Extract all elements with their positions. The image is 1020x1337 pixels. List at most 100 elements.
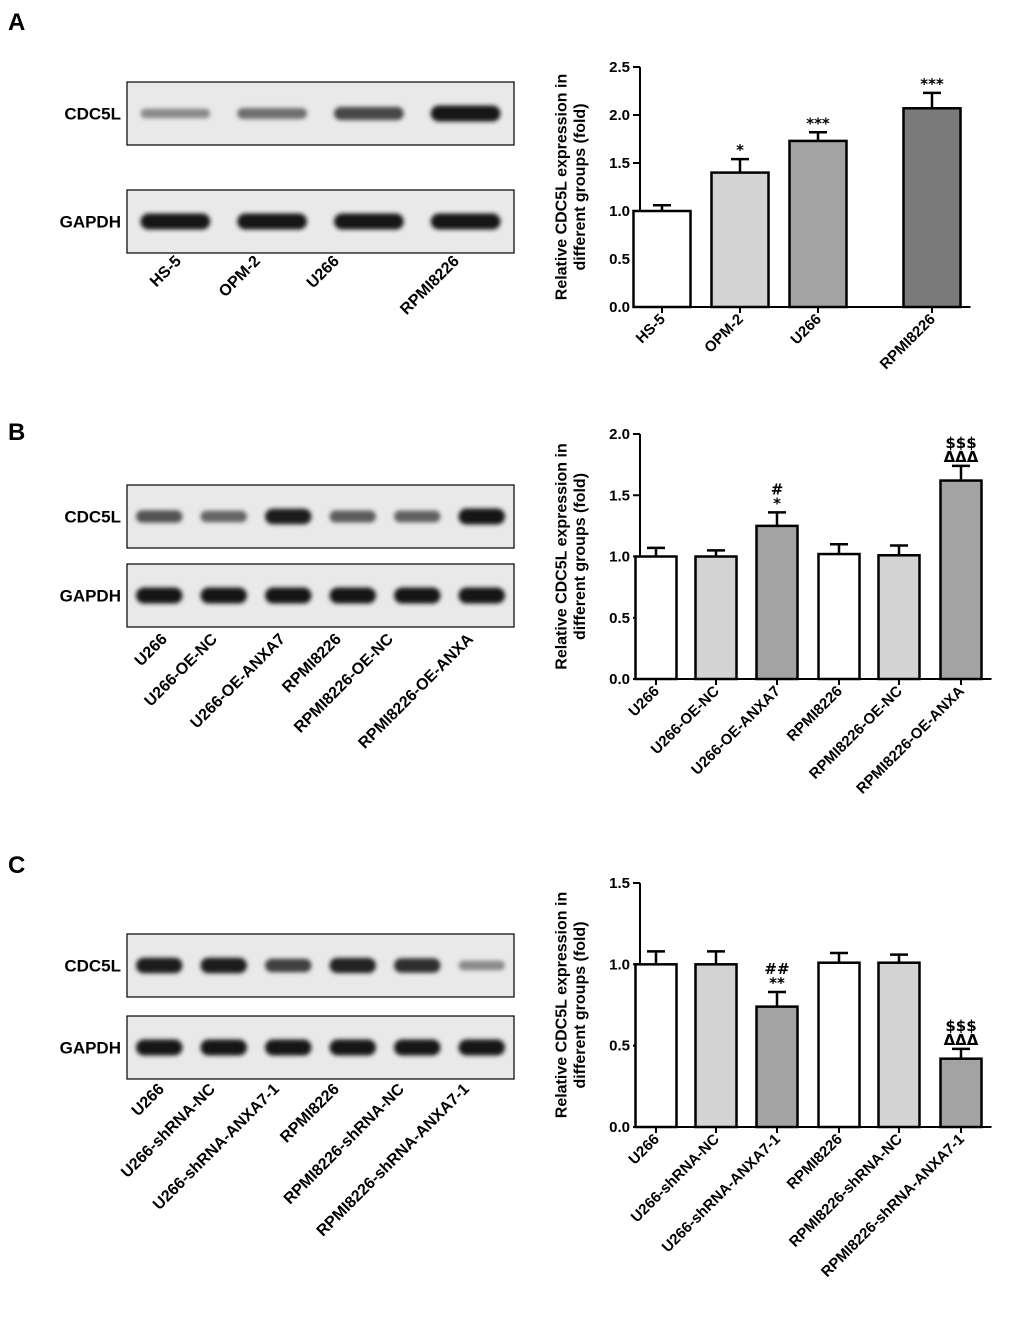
panel-letter: A xyxy=(8,9,25,36)
blot-row-label: CDC5L xyxy=(64,105,121,124)
blot-band xyxy=(394,1039,441,1056)
y-axis-label: Relative CDC5L expression indifferent gr… xyxy=(553,74,588,300)
bar xyxy=(755,1005,799,1129)
blot-band xyxy=(394,958,441,973)
x-tick-label: RPMI8226 xyxy=(784,683,846,745)
y-axis-label-line: different groups (fold) xyxy=(572,921,589,1088)
blot-lane-label: RPMI8226 xyxy=(277,1081,343,1147)
blot-band xyxy=(265,1039,312,1056)
blot-frame-gapdh xyxy=(126,1015,515,1080)
blot-band xyxy=(200,510,247,523)
blot-band xyxy=(265,958,312,973)
x-tick-label: RPMI8226-shRNA-NC xyxy=(786,1131,906,1251)
bar xyxy=(694,555,738,681)
blot-band xyxy=(458,508,505,525)
blot-band xyxy=(394,587,441,604)
bar xyxy=(632,209,692,309)
blot-band xyxy=(136,957,183,974)
blot-band xyxy=(237,213,307,230)
y-tick-label: 1.5 xyxy=(609,875,630,892)
blot-row-label: CDC5L xyxy=(64,508,121,527)
bar xyxy=(634,555,678,681)
bar xyxy=(877,554,921,681)
y-axis-label-line: different groups (fold) xyxy=(572,473,589,640)
x-tick-label: RPMI8226 xyxy=(877,311,939,373)
y-tick-label: 2.5 xyxy=(609,59,630,76)
blot-row-label: GAPDH xyxy=(60,213,121,232)
y-tick-label: 1.5 xyxy=(609,487,630,504)
blot-band xyxy=(329,1039,376,1056)
blot-frame-gapdh xyxy=(126,563,515,628)
blot-band xyxy=(140,213,211,230)
blot-frame-cdc5l xyxy=(126,484,515,549)
blot-band xyxy=(430,105,501,122)
blot-row-label: GAPDH xyxy=(60,587,121,606)
blot-frame-cdc5l xyxy=(126,933,515,998)
panel-b: BCDC5LGAPDHU266U266-OE-NCU266-OE-ANXA7RP… xyxy=(8,419,992,797)
blot-lane-label: U266 xyxy=(132,631,171,670)
blot-band xyxy=(458,1039,505,1056)
blot-band xyxy=(329,510,376,523)
significance-mark: ΔΔΔ xyxy=(944,448,979,466)
blot-band xyxy=(265,587,312,604)
y-axis-label: Relative CDC5L expression indifferent gr… xyxy=(553,892,588,1118)
bar xyxy=(817,552,861,681)
x-tick-label: U266 xyxy=(625,683,662,720)
x-tick-label: U266 xyxy=(625,1131,662,1168)
blot-band xyxy=(329,587,376,604)
blot-lane-label: OPM-2 xyxy=(216,253,264,301)
blot-band xyxy=(334,213,404,230)
blot-band xyxy=(140,108,211,119)
blot-band xyxy=(237,108,307,119)
bar xyxy=(877,961,921,1129)
bar-chart: 0.0 0.5 1.0 1.5 2.0 Relative CDC5L expression… xyxy=(553,426,992,798)
x-tick-label: RPMI8226-OE-ANXA xyxy=(853,683,968,798)
y-tick-label: 2.0 xyxy=(609,107,630,124)
bar xyxy=(939,1057,983,1129)
blot-band xyxy=(200,1039,247,1056)
blot-lane-label: RPMI8226-shRNA-NC xyxy=(281,1080,408,1207)
x-tick-label: RPMI8226 xyxy=(784,1131,846,1193)
x-tick-label: OPM-2 xyxy=(701,311,747,357)
blot-row-label: GAPDH xyxy=(60,1039,121,1058)
y-axis-label-line: Relative CDC5L expression in xyxy=(553,892,570,1118)
blot-lane-label: U266-shRNA-ANXA7-1 xyxy=(150,1081,283,1214)
y-tick-label: 1.0 xyxy=(609,549,630,566)
blot-band xyxy=(136,1039,183,1056)
blot-band xyxy=(265,508,312,525)
y-tick-label: 0.5 xyxy=(609,251,630,268)
blot-lane-label: RPMI8226 xyxy=(397,253,463,319)
blot-band xyxy=(394,510,441,523)
blot-lane-label: HS-5 xyxy=(147,253,185,291)
blot-band xyxy=(329,957,376,974)
significance-mark: ** xyxy=(769,974,785,992)
y-axis-label-line: Relative CDC5L expression in xyxy=(553,74,570,300)
y-tick-label: 0.5 xyxy=(609,610,630,627)
blot-band xyxy=(136,510,183,523)
significance-mark: *** xyxy=(920,75,944,93)
panel-letter: B xyxy=(8,419,25,446)
bar xyxy=(694,963,738,1129)
y-tick-label: 1.5 xyxy=(609,155,630,172)
bar xyxy=(788,139,848,309)
significance-mark: $$$ xyxy=(945,434,976,452)
western-blot: CDC5LGAPDHU266U266-OE-NCU266-OE-ANXA7RPM… xyxy=(60,484,515,752)
x-tick-label: HS-5 xyxy=(633,311,669,347)
y-axis-label: Relative CDC5L expression indifferent gr… xyxy=(553,443,588,669)
blot-lane-label: U266 xyxy=(304,253,343,292)
blot-row-label: CDC5L xyxy=(64,957,121,976)
y-tick-label: 1.0 xyxy=(609,203,630,220)
bar xyxy=(710,171,770,309)
blot-lane-label: U266 xyxy=(129,1081,168,1120)
blot-band xyxy=(458,960,505,971)
significance-mark: $$$ xyxy=(945,1017,976,1035)
bar xyxy=(817,961,861,1129)
significance-mark: * xyxy=(773,494,781,512)
panel-letter: C xyxy=(8,852,25,879)
western-blot: CDC5L GAPDH HS-5 OPM-2 U266 RPMI8226 xyxy=(60,81,515,319)
significance-mark: *** xyxy=(806,114,830,132)
significance-mark: # xyxy=(771,480,784,498)
western-blot: CDC5LGAPDHU266U266-shRNA-NCU266-shRNA-AN… xyxy=(60,933,515,1240)
bar xyxy=(902,107,962,309)
